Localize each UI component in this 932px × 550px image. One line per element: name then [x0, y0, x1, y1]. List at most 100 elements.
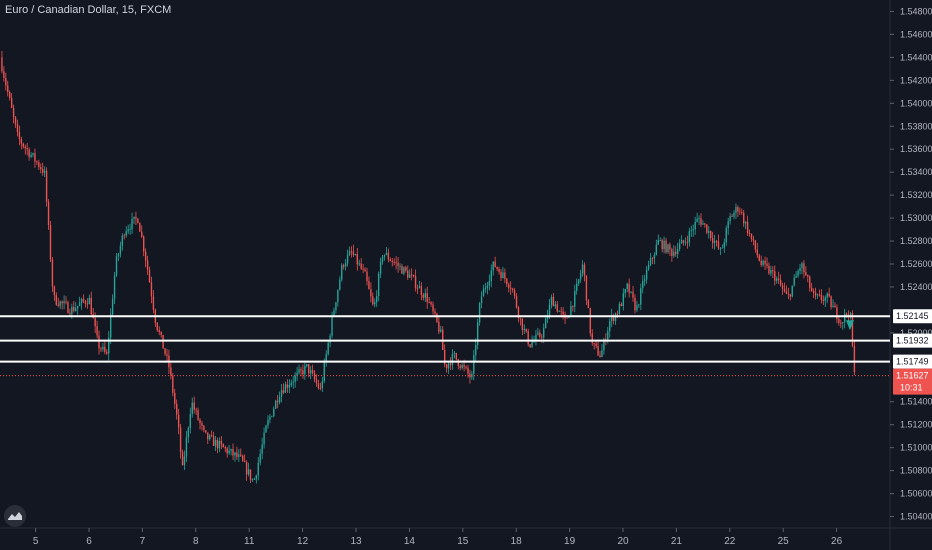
time-tick-label: 8 [193, 536, 199, 547]
time-tick-label: 26 [831, 536, 843, 547]
candle-body [3, 71, 5, 78]
candle-body [158, 330, 160, 332]
candle-body [280, 390, 283, 397]
candle-body [82, 299, 85, 302]
candle-body [828, 293, 830, 297]
candle-body [57, 304, 59, 306]
candle-body [795, 275, 797, 278]
candle-body [630, 291, 632, 293]
candle-body [562, 311, 564, 315]
current-price-label: 1.51627 [896, 371, 929, 381]
candle-body [434, 311, 436, 314]
candle-body [193, 402, 195, 410]
candle-body [649, 257, 652, 265]
candle-body [49, 225, 52, 260]
candle-body [115, 256, 118, 276]
candle-body [506, 278, 508, 285]
candle-body [581, 264, 584, 274]
candle-body [843, 313, 846, 322]
candle-body [818, 294, 821, 296]
candle-body [354, 253, 357, 255]
candle-body [222, 444, 225, 448]
candle-body [156, 322, 158, 331]
candle-body [490, 270, 492, 281]
time-tick-label: 25 [778, 536, 790, 547]
candle-body [230, 448, 232, 451]
candle-body [574, 290, 576, 307]
candle-body [259, 453, 261, 463]
candle-body [727, 221, 729, 229]
candle-body [715, 241, 718, 243]
candle-body [296, 372, 298, 376]
candle-body [513, 289, 516, 296]
candle-body [18, 131, 21, 140]
candle-body [329, 335, 331, 343]
tradingview-logo-icon[interactable] [4, 505, 26, 527]
candle-body [537, 332, 539, 335]
candle-body [276, 400, 279, 403]
candle-body [793, 277, 795, 286]
candle-body [543, 328, 545, 338]
candle-body [688, 231, 691, 243]
candle-body [7, 85, 9, 93]
candle-body [385, 252, 388, 255]
candle-body [739, 211, 741, 213]
level-price-label-bg [893, 354, 932, 369]
candle-body [199, 419, 201, 424]
candle-body [243, 461, 246, 463]
candle-body [830, 296, 832, 308]
time-tick-label: 20 [617, 536, 629, 547]
candle-body [410, 274, 413, 276]
candle-body [125, 231, 127, 236]
candle-body [706, 224, 708, 233]
time-tick-label: 21 [671, 536, 683, 547]
candle-body [840, 322, 842, 324]
candle-body [370, 289, 372, 297]
candle-body [210, 435, 213, 437]
candle-body [75, 308, 77, 311]
candle-body [94, 318, 96, 327]
candle-body [799, 267, 801, 271]
candle-body [498, 268, 500, 272]
candle-body [24, 146, 26, 149]
candle-body [502, 272, 504, 279]
candle-body [845, 313, 848, 316]
candle-body [711, 238, 714, 243]
candle-body [774, 271, 776, 281]
candle-body [676, 248, 679, 254]
candle-body [764, 260, 766, 264]
candle-body [523, 328, 525, 331]
candle-body [73, 307, 75, 311]
candle-body [317, 383, 320, 389]
candle-body [729, 215, 731, 222]
candle-body [754, 240, 757, 250]
countdown-label: 10:31 [900, 383, 923, 393]
candle-body [527, 331, 529, 345]
candle-body [216, 439, 219, 449]
candle-body [311, 370, 314, 374]
candle-body [438, 321, 440, 332]
candle-body [164, 348, 166, 355]
price-tick-label: 1.53600 [900, 144, 932, 154]
candle-body [247, 469, 250, 475]
candle-body [177, 414, 180, 428]
candle-body [816, 294, 819, 296]
candle-body [758, 255, 760, 261]
candle-body [661, 240, 663, 250]
candle-body [459, 365, 461, 368]
candle-body [409, 274, 411, 278]
candle-body [181, 452, 184, 466]
candle-body [341, 265, 343, 280]
candle-body [737, 207, 739, 212]
candle-body [801, 263, 803, 268]
candle-body [632, 291, 634, 298]
candle-body [368, 281, 370, 290]
candle-body [525, 328, 527, 332]
candle-body [42, 169, 44, 173]
candle-body [47, 201, 50, 226]
time-tick-label: 19 [564, 536, 576, 547]
candle-body [323, 362, 325, 382]
candle-body [401, 265, 403, 274]
candle-body [290, 382, 292, 386]
